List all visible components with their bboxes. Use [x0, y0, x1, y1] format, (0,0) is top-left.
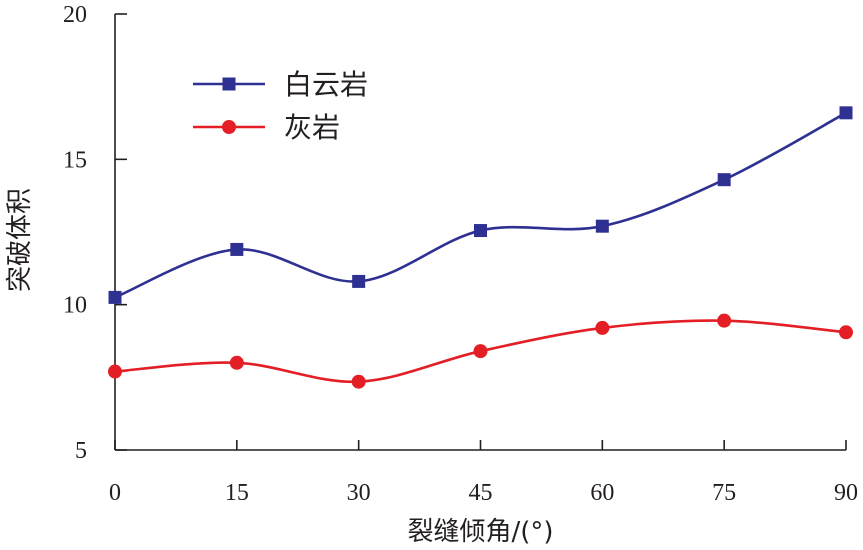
legend-label: 灰岩	[284, 111, 340, 144]
x-axis-label: 裂缝倾角/(°)	[407, 517, 553, 547]
data-point	[108, 290, 122, 304]
x-tick-label: 90	[834, 480, 858, 506]
y-tick-label: 15	[63, 147, 87, 173]
legend-item: 白云岩	[193, 68, 368, 101]
data-point	[108, 364, 122, 379]
legend-item: 灰岩	[193, 111, 340, 144]
legend-label: 白云岩	[284, 68, 368, 101]
data-point	[839, 325, 853, 340]
data-point	[595, 320, 610, 335]
series-line	[114, 111, 847, 299]
legend-marker	[222, 120, 236, 134]
y-tick-label: 5	[75, 438, 87, 464]
legend-marker	[222, 77, 236, 91]
axis-ticks: 0 15 30 45 60 75 90 5 10 15 20	[63, 2, 858, 506]
data-point	[230, 242, 244, 256]
data-point	[839, 106, 853, 120]
data-point	[595, 219, 609, 233]
data-point	[717, 313, 732, 328]
data-point	[352, 274, 366, 288]
x-tick-label: 60	[590, 480, 614, 506]
x-tick-label: 15	[225, 480, 249, 506]
x-tick-label: 45	[469, 480, 493, 506]
data-point	[473, 344, 488, 359]
series-2	[108, 313, 853, 389]
x-tick-label: 30	[347, 480, 371, 506]
series-1	[108, 106, 853, 304]
series-layer	[108, 106, 853, 389]
y-axis-label: 突破体积	[5, 188, 35, 292]
data-point	[474, 224, 487, 238]
data-point	[717, 173, 731, 187]
data-point	[351, 374, 366, 389]
y-tick-label: 10	[63, 293, 87, 319]
y-tick-label: 20	[63, 2, 87, 28]
data-point	[229, 355, 244, 370]
x-tick-label: 75	[712, 480, 736, 506]
x-tick-label: 0	[109, 480, 121, 506]
